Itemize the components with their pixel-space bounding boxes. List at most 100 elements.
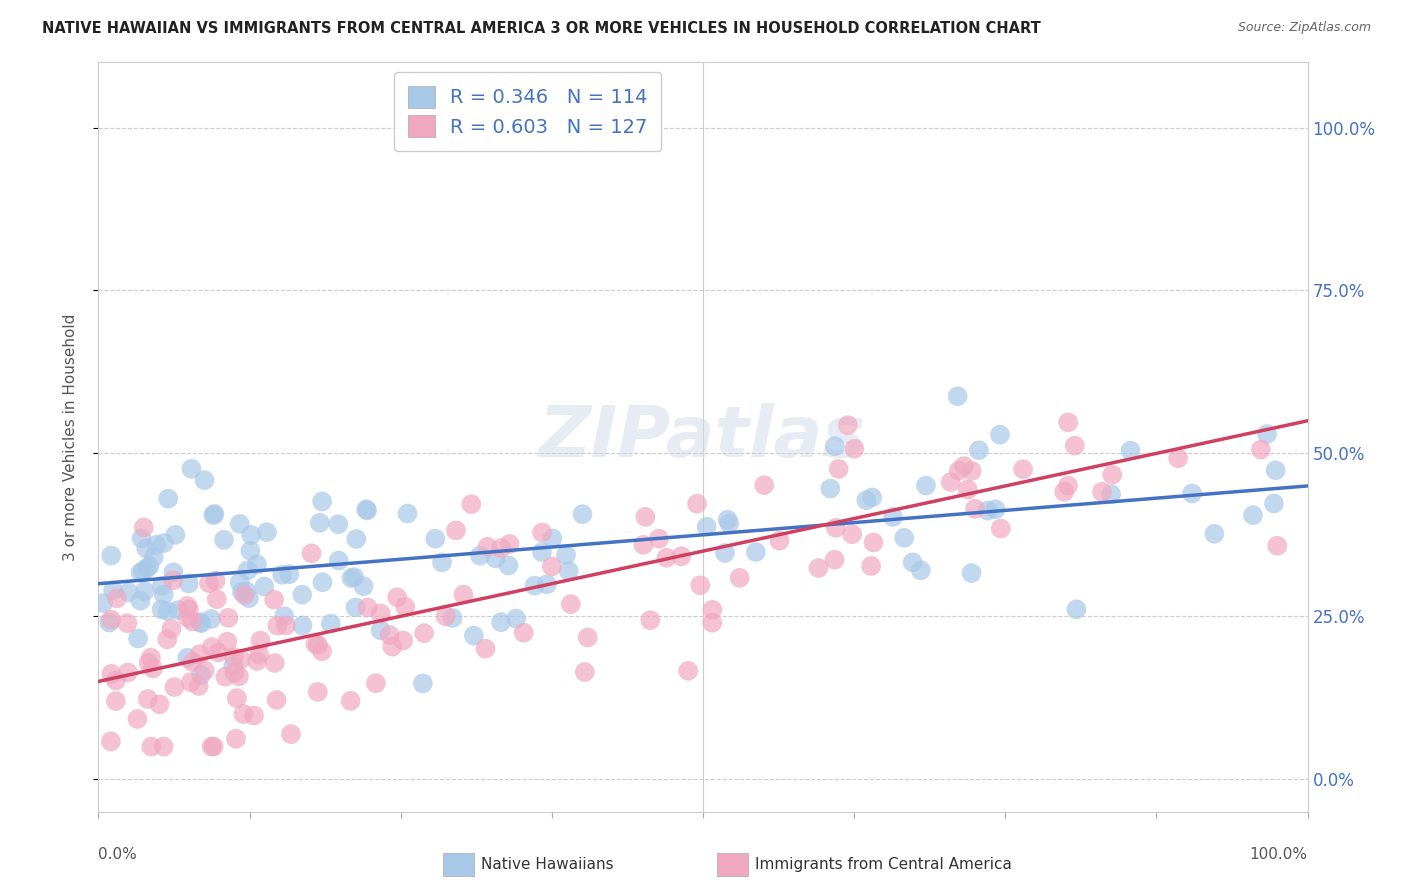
- Y-axis label: 3 or more Vehicles in Household: 3 or more Vehicles in Household: [63, 313, 77, 561]
- Point: [141, 739, 163, 754]
- Point: [266, 693, 288, 707]
- Point: [263, 592, 285, 607]
- Point: [129, 593, 152, 607]
- Point: [498, 537, 520, 551]
- Point: [370, 624, 392, 638]
- Point: [117, 616, 139, 631]
- Point: [138, 559, 160, 574]
- Point: [1181, 486, 1204, 500]
- Point: [91, 596, 114, 610]
- Point: [441, 611, 464, 625]
- Point: [194, 664, 217, 678]
- Point: [187, 679, 209, 693]
- Point: [308, 516, 330, 530]
- Point: [266, 618, 288, 632]
- Point: [229, 575, 252, 590]
- Point: [915, 478, 938, 492]
- Point: [100, 613, 122, 627]
- Point: [963, 501, 986, 516]
- Point: [202, 507, 225, 521]
- Point: [240, 528, 263, 542]
- Point: [1263, 496, 1285, 510]
- Point: [101, 583, 124, 598]
- Point: [180, 675, 202, 690]
- Point: [984, 502, 1007, 516]
- Point: [311, 575, 333, 590]
- Point: [364, 676, 387, 690]
- Point: [307, 685, 329, 699]
- Point: [381, 640, 404, 654]
- Point: [434, 609, 457, 624]
- Point: [394, 599, 416, 614]
- Point: [225, 731, 247, 746]
- Point: [1053, 484, 1076, 499]
- Text: NATIVE HAWAIIAN VS IMMIGRANTS FROM CENTRAL AMERICA 3 OR MORE VEHICLES IN HOUSEHO: NATIVE HAWAIIAN VS IMMIGRANTS FROM CENTR…: [42, 21, 1040, 36]
- Point: [156, 604, 179, 618]
- Point: [498, 558, 520, 573]
- Point: [180, 462, 202, 476]
- Point: [165, 528, 187, 542]
- Point: [378, 628, 401, 642]
- Point: [477, 540, 499, 554]
- Point: [444, 524, 467, 538]
- Point: [271, 567, 294, 582]
- Legend: R = 0.346   N = 114, R = 0.603   N = 127: R = 0.346 N = 114, R = 0.603 N = 127: [394, 72, 661, 151]
- Point: [127, 712, 149, 726]
- Point: [104, 673, 127, 688]
- Point: [204, 574, 226, 588]
- Point: [474, 641, 496, 656]
- Point: [1265, 539, 1288, 553]
- Point: [536, 577, 558, 591]
- Point: [841, 527, 863, 541]
- Point: [193, 473, 215, 487]
- Point: [217, 634, 239, 648]
- Point: [200, 612, 222, 626]
- Point: [339, 694, 361, 708]
- Point: [1099, 487, 1122, 501]
- Point: [319, 616, 342, 631]
- Point: [253, 579, 276, 593]
- Point: [714, 546, 737, 560]
- Point: [311, 644, 333, 658]
- Point: [138, 656, 160, 670]
- Point: [648, 532, 671, 546]
- Point: [463, 629, 485, 643]
- Point: [686, 497, 709, 511]
- Point: [901, 555, 924, 569]
- Point: [634, 509, 657, 524]
- Point: [247, 648, 270, 662]
- Point: [356, 600, 378, 615]
- Text: 100.0%: 100.0%: [1250, 847, 1308, 862]
- Point: [145, 538, 167, 552]
- Point: [127, 632, 149, 646]
- Point: [882, 510, 904, 524]
- Point: [1091, 484, 1114, 499]
- Point: [201, 640, 224, 654]
- Point: [413, 626, 436, 640]
- Point: [105, 591, 128, 606]
- Text: ZIPatlas: ZIPatlas: [540, 402, 866, 472]
- Point: [222, 650, 245, 665]
- Point: [505, 611, 527, 625]
- Point: [291, 618, 314, 632]
- Point: [132, 564, 155, 578]
- Point: [256, 525, 278, 540]
- Point: [235, 584, 257, 599]
- Point: [412, 676, 434, 690]
- Point: [655, 550, 678, 565]
- Point: [181, 615, 204, 629]
- Point: [392, 633, 415, 648]
- Point: [222, 659, 245, 673]
- Point: [1063, 439, 1085, 453]
- Point: [960, 566, 983, 580]
- Point: [540, 559, 562, 574]
- Point: [460, 497, 482, 511]
- Point: [176, 599, 198, 613]
- Point: [225, 691, 247, 706]
- Point: [104, 694, 127, 708]
- Point: [188, 615, 211, 629]
- Point: [1241, 508, 1264, 523]
- Point: [228, 669, 250, 683]
- Point: [1250, 442, 1272, 457]
- Point: [1167, 451, 1189, 466]
